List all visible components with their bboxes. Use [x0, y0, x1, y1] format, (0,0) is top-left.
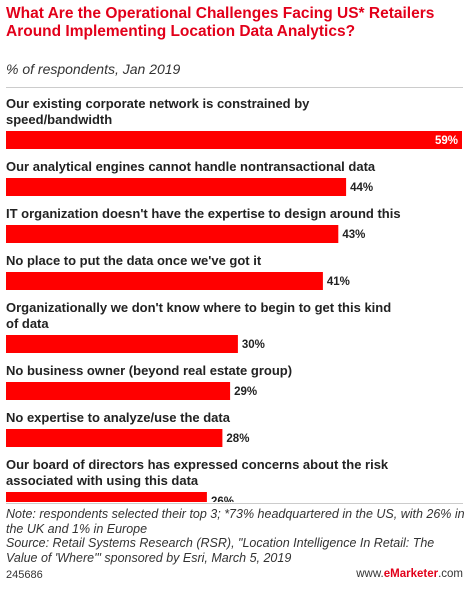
value-label: 41%	[327, 276, 350, 288]
brand-prefix: www.	[356, 568, 384, 580]
bar	[6, 272, 323, 290]
bar-group-7: No expertise to analyze/use the data 28%	[6, 410, 249, 447]
bar	[6, 382, 231, 400]
value-label: 30%	[242, 339, 265, 351]
bar	[6, 429, 223, 447]
category-label: speed/bandwidth	[6, 112, 112, 127]
bar	[6, 492, 207, 502]
category-label: IT organization doesn't have the experti…	[6, 206, 401, 221]
bar-group-5: Organizationally we don't know where to …	[6, 300, 391, 353]
bar	[6, 335, 238, 353]
bar-group-6: No business owner (beyond real estate gr…	[6, 363, 292, 400]
top-divider	[6, 87, 463, 88]
category-label: No place to put the data once we've got …	[6, 253, 262, 268]
chart-id: 245686	[6, 569, 43, 581]
chart-title: What Are the Operational Challenges Faci…	[6, 5, 435, 40]
bar-group-4: No place to put the data once we've got …	[6, 253, 350, 290]
category-label: No business owner (beyond real estate gr…	[6, 363, 292, 378]
category-label: Our board of directors has expressed con…	[6, 457, 389, 472]
bar	[6, 225, 339, 243]
category-label: Our analytical engines cannot handle non…	[6, 159, 376, 174]
note-text: Note: respondents selected their top 3; …	[6, 507, 465, 536]
brand-name: eMarketer	[383, 568, 439, 580]
bottom-divider	[6, 503, 463, 504]
category-label: Our existing corporate network is constr…	[6, 96, 310, 111]
brand-suffix: .com	[438, 568, 463, 580]
value-label: 29%	[234, 386, 257, 398]
value-label: 43%	[342, 229, 365, 241]
bar	[6, 178, 347, 196]
source-text: Source: Retail Systems Research (RSR), "…	[6, 536, 435, 565]
value-label: 28%	[226, 433, 249, 445]
bar-group-3: IT organization doesn't have the experti…	[6, 206, 401, 243]
bar-chart: Our existing corporate network is constr…	[6, 96, 462, 502]
value-label: 44%	[350, 182, 373, 194]
category-label: of data	[6, 316, 49, 331]
category-label: Organizationally we don't know where to …	[6, 300, 391, 315]
bar-group-2: Our analytical engines cannot handle non…	[6, 159, 376, 196]
value-label: 26%	[211, 496, 234, 502]
category-label: associated with using this data	[6, 473, 199, 488]
category-label: No expertise to analyze/use the data	[6, 410, 231, 425]
chart-subtitle: % of respondents, Jan 2019	[6, 61, 181, 77]
brand-logo: www.eMarketer.com	[356, 568, 463, 580]
value-label: 59%	[435, 135, 458, 147]
footnote: Note: respondents selected their top 3; …	[6, 507, 466, 565]
bar-group-1: Our existing corporate network is constr…	[6, 96, 462, 149]
bar	[6, 131, 462, 149]
bar-group-8: Our board of directors has expressed con…	[6, 457, 389, 502]
